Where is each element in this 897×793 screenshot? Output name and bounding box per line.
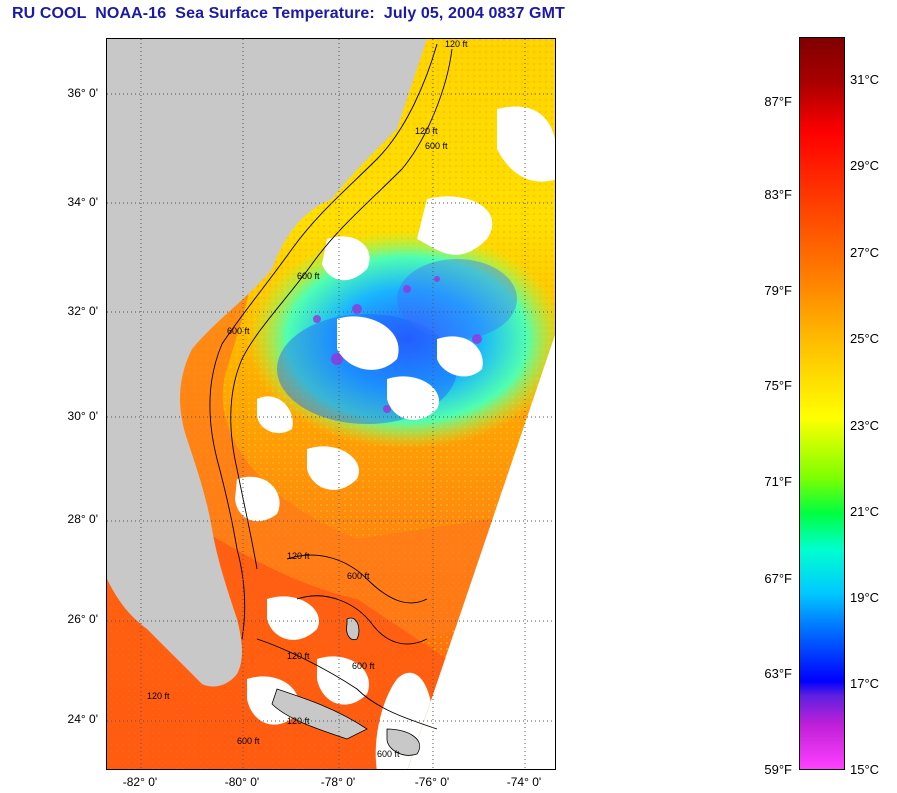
colorbar-c-label: 23°C bbox=[850, 418, 880, 433]
contour-label: 120 ft bbox=[287, 716, 310, 726]
lon-tick: -78° 0' bbox=[320, 775, 356, 789]
colorbar-f-label: 87°F bbox=[764, 94, 792, 109]
colorbar-c-label: 17°C bbox=[850, 676, 880, 691]
contour-label: 600 ft bbox=[347, 571, 370, 581]
contour-label: 600 ft bbox=[237, 736, 260, 746]
contour-label: 120 ft bbox=[147, 691, 170, 701]
contour-label: 600 ft bbox=[227, 326, 250, 336]
colorbar-f-label: 63°F bbox=[764, 666, 792, 681]
land-mass bbox=[107, 39, 427, 687]
sst-map-canvas: 120 ft 600 ft 120 ft 600 ft 600 ft 120 f… bbox=[107, 39, 555, 769]
colorbar-f-label: 67°F bbox=[764, 571, 792, 586]
contour-label: 600 ft bbox=[425, 141, 448, 151]
sst-map[interactable]: 120 ft 600 ft 120 ft 600 ft 600 ft 120 f… bbox=[106, 38, 556, 770]
lon-tick: -74° 0' bbox=[506, 775, 542, 789]
graticule bbox=[107, 39, 555, 769]
colorbar-c-label: 19°C bbox=[850, 590, 880, 605]
lat-tick: 26° 0' bbox=[67, 612, 98, 626]
contour-label: 600 ft bbox=[377, 749, 400, 759]
lat-tick: 24° 0' bbox=[67, 712, 98, 726]
colorbar-c-label: 29°C bbox=[850, 158, 880, 173]
contour-label: 600 ft bbox=[297, 271, 320, 281]
contour-label: 600 ft bbox=[352, 661, 375, 671]
contour-label: 120 ft bbox=[415, 126, 438, 136]
contour-label: 120 ft bbox=[445, 39, 468, 49]
lat-tick: 36° 0' bbox=[67, 86, 98, 100]
colorbar-f-label: 75°F bbox=[764, 378, 792, 393]
lat-tick: 32° 0' bbox=[67, 304, 98, 318]
colorbar-c-label: 25°C bbox=[850, 331, 880, 346]
lon-tick: -82° 0' bbox=[122, 775, 158, 789]
colorbar-c-label: 21°C bbox=[850, 504, 880, 519]
colorbar-f-label: 59°F bbox=[764, 762, 792, 777]
depth-contours bbox=[209, 43, 453, 730]
lat-tick: 30° 0' bbox=[67, 409, 98, 423]
temperature-colorbar bbox=[799, 37, 845, 770]
colorbar-f-label: 83°F bbox=[764, 187, 792, 202]
lon-tick: -76° 0' bbox=[414, 775, 450, 789]
colorbar-c-label: 27°C bbox=[850, 245, 880, 260]
colorbar-f-label: 71°F bbox=[764, 474, 792, 489]
lat-tick: 28° 0' bbox=[67, 512, 98, 526]
chart-title: RU COOL NOAA-16 Sea Surface Temperature:… bbox=[12, 5, 565, 22]
lat-tick: 34° 0' bbox=[67, 195, 98, 209]
colorbar-c-label: 31°C bbox=[850, 72, 880, 87]
contour-labels: 120 ft 600 ft 120 ft 600 ft 600 ft 120 f… bbox=[147, 39, 468, 759]
contour-label: 120 ft bbox=[287, 551, 310, 561]
colorbar-f-label: 79°F bbox=[764, 283, 792, 298]
contour-label: 120 ft bbox=[287, 651, 310, 661]
islands bbox=[271, 617, 420, 756]
colorbar-c-label: 15°C bbox=[850, 762, 880, 777]
lon-tick: -80° 0' bbox=[224, 775, 260, 789]
